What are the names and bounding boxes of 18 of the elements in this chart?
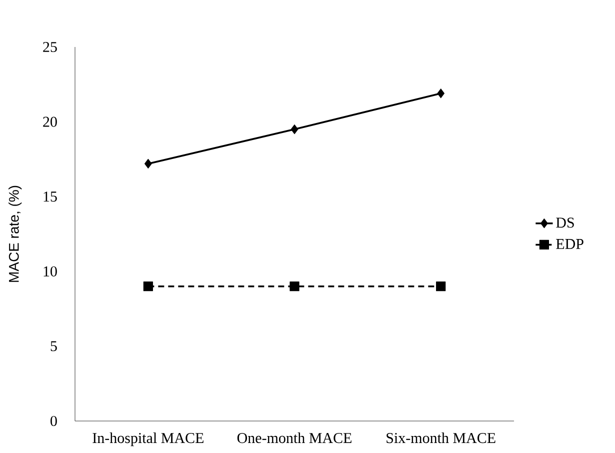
y-tick-label: 20 bbox=[43, 116, 57, 127]
point bbox=[143, 282, 153, 292]
legend-label: DS bbox=[556, 218, 574, 228]
y-tick-label: 0 bbox=[50, 416, 57, 426]
x-tick-label: In-hospital MACE bbox=[92, 432, 204, 446]
y-tick-label: 10 bbox=[44, 266, 57, 276]
point bbox=[144, 158, 152, 168]
y-tick-label: 5 bbox=[50, 341, 57, 352]
point bbox=[436, 282, 446, 292]
y-tick-label: 15 bbox=[44, 192, 57, 202]
point bbox=[290, 124, 298, 134]
point bbox=[290, 282, 300, 292]
legend-label: EDP bbox=[556, 239, 584, 249]
x-tick-label: One-month MACE bbox=[237, 432, 352, 444]
x-tick-label: Six-month MACE bbox=[386, 432, 496, 444]
y-tick-label: 25 bbox=[43, 42, 57, 52]
y-axis-title: MACE rate, (%) bbox=[8, 186, 22, 282]
point bbox=[437, 88, 445, 98]
